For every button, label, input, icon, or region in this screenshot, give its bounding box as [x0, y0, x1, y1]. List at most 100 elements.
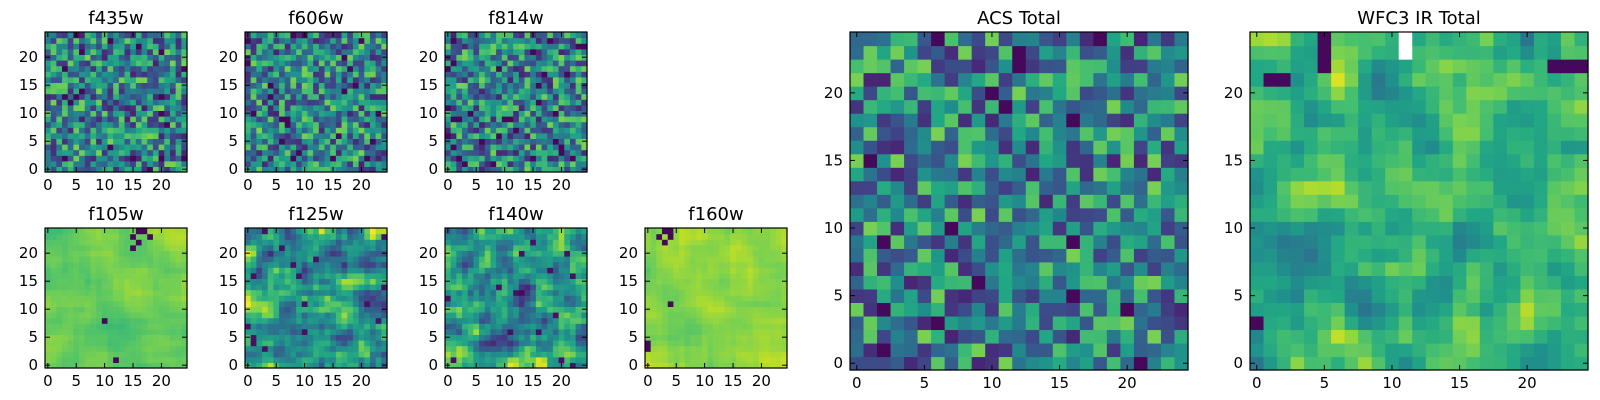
- heatmap-cell: [130, 88, 137, 95]
- heatmap-cell: [101, 138, 109, 145]
- heatmap-cell: [718, 323, 726, 330]
- heatmap-cell: [547, 256, 554, 263]
- heatmap-cell: [569, 295, 577, 302]
- heatmap-cell: [564, 284, 571, 291]
- heatmap-cell: [290, 239, 297, 246]
- heatmap-cell: [45, 244, 52, 251]
- heatmap-cell: [558, 306, 565, 313]
- heatmap-cell: [462, 250, 469, 257]
- heatmap-cell: [552, 261, 560, 268]
- heatmap-cell: [445, 239, 452, 246]
- heatmap-cell: [158, 250, 165, 257]
- heatmap-cell: [877, 234, 892, 249]
- heatmap-cell: [164, 233, 171, 240]
- heatmap-cell: [518, 362, 526, 369]
- heatmap-cell: [535, 244, 543, 251]
- heatmap-cell: [79, 306, 86, 313]
- heatmap-cell: [267, 43, 274, 50]
- heatmap-cell: [701, 284, 709, 291]
- heatmap-cell: [290, 110, 297, 117]
- heatmap-cell: [758, 306, 765, 313]
- heatmap-cell: [944, 221, 959, 236]
- heatmap-cell: [313, 351, 320, 358]
- heatmap-cell: [164, 110, 171, 117]
- heatmap-cell: [262, 323, 269, 330]
- heatmap-cell: [552, 37, 560, 44]
- heatmap-cell: [164, 334, 171, 341]
- heatmap-cell: [313, 256, 320, 263]
- heatmap-cell: [369, 267, 377, 274]
- heatmap-cell: [673, 278, 680, 285]
- heatmap-cell: [375, 351, 382, 358]
- heatmap-cell: [473, 267, 480, 274]
- heatmap-cell: [462, 362, 469, 369]
- heatmap-cell: [701, 340, 709, 347]
- heatmap-cell: [490, 239, 497, 246]
- heatmap-cell: [552, 65, 560, 72]
- heatmap-cell: [445, 317, 452, 324]
- heatmap-cell: [690, 340, 697, 347]
- heatmap-cell: [279, 340, 286, 347]
- heatmap-cell: [369, 233, 377, 240]
- heatmap-cell: [45, 289, 52, 296]
- heatmap-cell: [262, 166, 269, 173]
- heatmap-cell: [113, 116, 120, 123]
- heatmap-cell: [279, 328, 286, 335]
- heatmap-cell: [335, 289, 343, 296]
- heatmap-cell: [250, 37, 257, 44]
- heatmap-cell: [998, 288, 1013, 303]
- heatmap-cell: [369, 317, 377, 324]
- heatmap-cell: [335, 144, 343, 151]
- heatmap-cell: [181, 289, 188, 296]
- heatmap-cell: [701, 323, 709, 330]
- heatmap-cell: [1093, 194, 1108, 209]
- heatmap-cell: [307, 60, 314, 67]
- heatmap-cell: [267, 88, 274, 95]
- heatmap-cell: [769, 284, 777, 291]
- heatmap-cell: [1039, 261, 1054, 276]
- heatmap-cell: [96, 138, 103, 145]
- heatmap-cell: [718, 295, 726, 302]
- heatmap-cell: [890, 207, 905, 222]
- heatmap-cell: [141, 132, 148, 139]
- heatmap-cell: [262, 233, 269, 240]
- heatmap-cell: [169, 116, 177, 123]
- heatmap-cell: [318, 256, 326, 263]
- heatmap-cell: [513, 138, 520, 145]
- heatmap-cell: [467, 93, 474, 100]
- heatmap-cell: [467, 312, 474, 319]
- heatmap-cell: [496, 65, 503, 72]
- heatmap-cell: [707, 317, 714, 324]
- heatmap-cell: [473, 256, 480, 263]
- heatmap-cell: [1066, 356, 1081, 371]
- heatmap-cell: [147, 328, 154, 335]
- x-tick-label: 20: [152, 372, 171, 390]
- heatmap-cell: [450, 239, 457, 246]
- heatmap-cell: [56, 32, 63, 39]
- heatmap-cell: [741, 340, 748, 347]
- heatmap-cell: [524, 284, 531, 291]
- heatmap-cell: [307, 300, 314, 307]
- heatmap-cell: [445, 93, 452, 100]
- heatmap-cell: [313, 104, 320, 111]
- heatmap-cell: [552, 104, 560, 111]
- heatmap-cell: [473, 99, 480, 106]
- heatmap-cell: [581, 43, 588, 50]
- heatmap-cell: [169, 155, 177, 162]
- heatmap-cell: [656, 256, 663, 263]
- heatmap-cell: [467, 127, 474, 134]
- heatmap-cell: [301, 149, 309, 156]
- heatmap-cell: [547, 138, 554, 145]
- heatmap-cell: [318, 88, 326, 95]
- heatmap-cell: [473, 116, 480, 123]
- heatmap-cell: [330, 149, 337, 156]
- heatmap-cell: [707, 351, 714, 358]
- heatmap-cell: [375, 132, 382, 139]
- heatmap-cell: [507, 233, 514, 240]
- heatmap-cell: [501, 99, 509, 106]
- heatmap-cell: [547, 48, 554, 55]
- heatmap-cell: [473, 295, 480, 302]
- heatmap-cell: [863, 329, 878, 344]
- heatmap-cell: [741, 312, 748, 319]
